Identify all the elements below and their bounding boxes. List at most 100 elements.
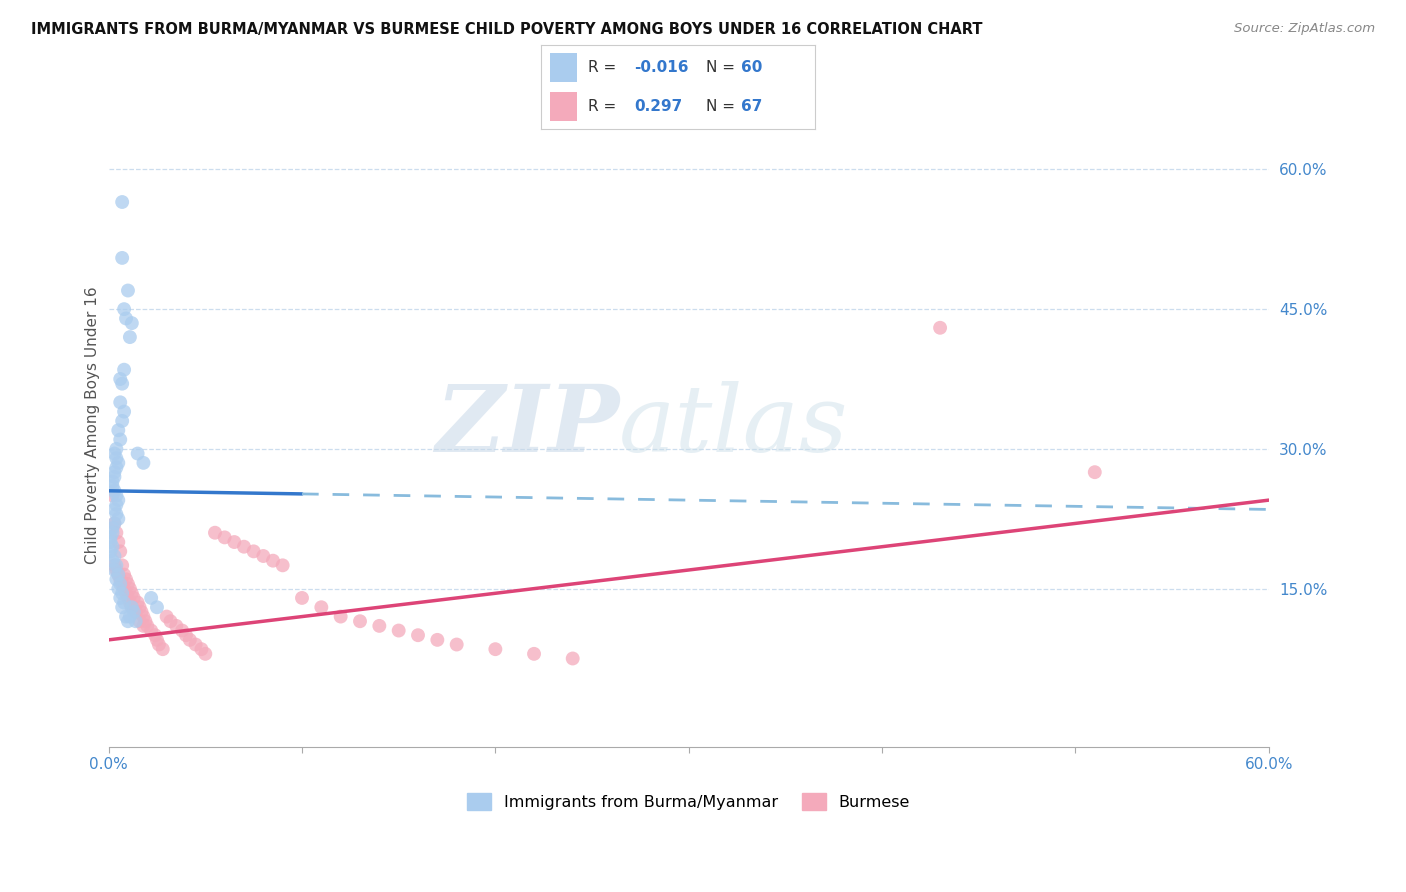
Point: [134, 614, 156, 628]
Point: [115, 572, 138, 586]
Point: [252, 549, 274, 563]
Point: [105, 558, 128, 573]
Point: [561, 651, 583, 665]
Point: [107, 512, 129, 526]
Point: [105, 451, 128, 466]
Point: [107, 582, 129, 596]
Text: Source: ZipAtlas.com: Source: ZipAtlas.com: [1234, 22, 1375, 36]
Text: -0.016: -0.016: [634, 60, 689, 75]
Point: [174, 628, 197, 642]
Point: [368, 619, 391, 633]
Point: [105, 507, 128, 521]
Point: [426, 632, 449, 647]
Point: [117, 614, 139, 628]
Point: [127, 596, 149, 610]
Point: [103, 446, 125, 460]
Point: [112, 596, 135, 610]
Point: [184, 638, 207, 652]
Point: [110, 395, 132, 409]
Point: [190, 642, 212, 657]
Point: [128, 600, 150, 615]
Point: [131, 605, 153, 619]
Point: [148, 638, 170, 652]
Point: [128, 614, 150, 628]
Point: [105, 442, 128, 456]
Point: [115, 311, 138, 326]
Point: [111, 251, 134, 265]
Text: IMMIGRANTS FROM BURMA/MYANMAR VS BURMESE CHILD POVERTY AMONG BOYS UNDER 16 CORRE: IMMIGRANTS FROM BURMA/MYANMAR VS BURMESE…: [31, 22, 983, 37]
Text: R =: R =: [588, 60, 621, 75]
Point: [929, 320, 952, 334]
Point: [1084, 465, 1107, 479]
Text: atlas: atlas: [619, 381, 849, 471]
Point: [107, 456, 129, 470]
Point: [115, 586, 138, 600]
Point: [242, 544, 264, 558]
Point: [311, 600, 333, 615]
Point: [100, 530, 122, 544]
Point: [121, 600, 143, 615]
Point: [143, 628, 166, 642]
Point: [107, 567, 129, 582]
Point: [233, 540, 256, 554]
Point: [262, 554, 284, 568]
Point: [112, 302, 135, 317]
Point: [105, 498, 128, 512]
Point: [115, 609, 138, 624]
Point: [101, 521, 124, 535]
Legend: Immigrants from Burma/Myanmar, Burmese: Immigrants from Burma/Myanmar, Burmese: [467, 793, 910, 810]
Point: [105, 572, 128, 586]
Text: N =: N =: [706, 99, 740, 114]
Point: [194, 647, 217, 661]
Point: [156, 609, 179, 624]
Point: [121, 586, 143, 600]
Point: [103, 470, 125, 484]
Point: [103, 563, 125, 577]
Point: [146, 600, 169, 615]
Point: [523, 647, 546, 661]
Point: [111, 194, 134, 209]
Point: [110, 544, 132, 558]
Text: 0.297: 0.297: [634, 99, 683, 114]
Point: [127, 446, 149, 460]
Y-axis label: Child Poverty Among Boys Under 16: Child Poverty Among Boys Under 16: [86, 287, 100, 565]
Point: [105, 525, 128, 540]
Point: [110, 572, 132, 586]
Point: [105, 460, 128, 475]
Text: 60: 60: [741, 60, 763, 75]
Point: [103, 549, 125, 563]
Point: [107, 423, 129, 437]
Point: [101, 475, 124, 489]
Point: [101, 525, 124, 540]
Point: [132, 609, 155, 624]
Point: [105, 563, 128, 577]
Point: [110, 372, 132, 386]
Point: [118, 596, 141, 610]
Point: [172, 624, 194, 638]
Point: [111, 586, 134, 600]
Point: [118, 330, 141, 344]
Point: [111, 414, 134, 428]
Point: [107, 567, 129, 582]
Point: [179, 632, 201, 647]
Point: [388, 624, 411, 638]
Point: [121, 316, 143, 330]
Point: [136, 619, 159, 633]
Point: [141, 591, 163, 605]
Point: [111, 600, 134, 615]
Point: [349, 614, 371, 628]
Point: [271, 558, 294, 573]
Point: [214, 530, 236, 544]
Point: [165, 619, 187, 633]
Point: [101, 554, 124, 568]
Point: [101, 488, 124, 502]
Point: [107, 535, 129, 549]
Point: [103, 483, 125, 498]
Point: [100, 535, 122, 549]
Point: [103, 502, 125, 516]
Point: [110, 591, 132, 605]
Point: [103, 516, 125, 531]
Point: [118, 582, 141, 596]
Point: [105, 488, 128, 502]
Text: R =: R =: [588, 99, 621, 114]
